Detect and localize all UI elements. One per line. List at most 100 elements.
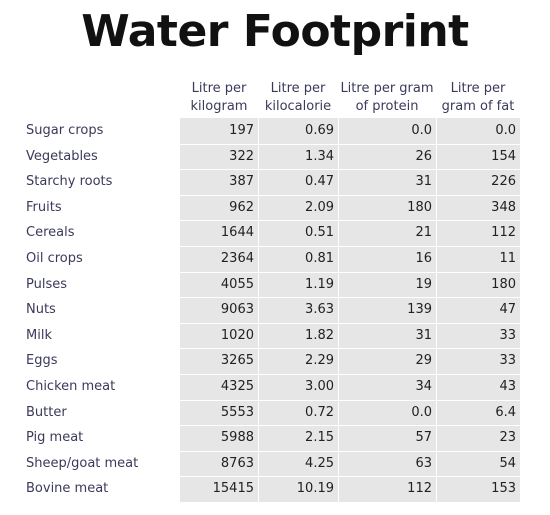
table-cell: 0.69 [305, 123, 334, 138]
table-cell: 16 [415, 251, 432, 266]
row-label: Butter [26, 404, 67, 420]
row-label: Starchy roots [26, 174, 113, 190]
column-header-line: Litre per [191, 81, 247, 96]
table-cell: 0.47 [305, 174, 334, 190]
table-cell: 153 [491, 481, 516, 497]
row-divider [180, 220, 520, 222]
table-cell: 3.63 [305, 302, 334, 318]
table-cell: 4325 [220, 379, 254, 394]
column-header-line: gram of fat [441, 99, 515, 114]
table-cell: 4055 [220, 276, 254, 292]
row-label: Chicken meat [26, 379, 116, 394]
table-cell: 34 [415, 379, 432, 394]
row-divider [180, 322, 520, 324]
table-cell: 29 [415, 353, 432, 369]
table-cell: 3265 [220, 353, 254, 369]
table-cell: 2.09 [305, 199, 334, 215]
column-divider [436, 118, 437, 502]
table-cell: 23 [499, 430, 516, 446]
table-cell: 1.34 [305, 148, 334, 164]
row-label: Eggs [26, 353, 58, 369]
table-cell: 348 [491, 199, 516, 215]
column-header-line: kilogram [190, 99, 248, 114]
table-cell: 180 [491, 276, 516, 292]
row-divider [180, 399, 520, 401]
table-cell: 1644 [220, 225, 254, 241]
column-header-line: of protein [355, 99, 419, 114]
table-cell: 1020 [220, 327, 254, 343]
row-divider [180, 476, 520, 478]
row-divider [180, 425, 520, 427]
column-header: Litre per kilocalorie [258, 80, 338, 116]
row-divider [180, 169, 520, 171]
row-label: Milk [26, 327, 52, 343]
table-cell: 33 [499, 353, 516, 369]
row-label: Bovine meat [26, 481, 109, 497]
row-label: Fruits [26, 199, 62, 215]
column-header-line: Litre per gram [340, 81, 434, 96]
row-divider [180, 450, 520, 452]
table-cell: 57 [415, 430, 432, 446]
column-header-line: Litre per [450, 81, 506, 96]
row-label: Nuts [26, 302, 56, 318]
row-label: Pulses [26, 276, 68, 292]
table-background [180, 118, 520, 502]
table-cell: 19 [415, 276, 432, 292]
table-cell: 5553 [220, 404, 254, 420]
table-cell: 3.00 [305, 379, 334, 394]
row-divider [180, 271, 520, 273]
table-cell: 112 [407, 481, 432, 497]
table-cell: 10.19 [296, 481, 334, 497]
table-cell: 1.19 [305, 276, 334, 292]
column-divider [338, 118, 339, 502]
row-label: Sheep/goat meat [26, 455, 139, 471]
table-cell: 0.51 [305, 225, 334, 241]
table-cell: 1.82 [305, 327, 334, 343]
table-cell: 31 [415, 327, 432, 343]
row-divider [180, 374, 520, 375]
row-label: Pig meat [26, 430, 84, 446]
table-cell: 0.0 [495, 123, 516, 138]
row-divider [180, 143, 520, 145]
table-cell: 26 [415, 148, 432, 164]
row-label: Sugar crops [26, 123, 104, 138]
row-label: Oil crops [26, 251, 83, 266]
table-cell: 31 [415, 174, 432, 190]
table-cell: 5988 [220, 430, 254, 446]
table-cell: 15415 [212, 481, 254, 497]
table-cell: 63 [415, 455, 432, 471]
column-header: Litre per kilogram [180, 80, 258, 116]
table-cell: 33 [499, 327, 516, 343]
table-cell: 197 [229, 123, 254, 138]
page-title: Water Footprint [81, 6, 469, 57]
table-cell: 8763 [220, 455, 254, 471]
table-cell: 2.15 [305, 430, 334, 446]
table-cell: 139 [407, 302, 432, 318]
table-cell: 962 [229, 199, 254, 215]
column-header-line: Litre per [270, 81, 326, 96]
table-cell: 11 [499, 251, 516, 266]
column-header-line: kilocalorie [264, 99, 332, 114]
row-divider [180, 297, 520, 299]
table-cell: 54 [499, 455, 516, 471]
table-cell: 112 [491, 225, 516, 241]
row-label: Cereals [26, 225, 75, 241]
table-cell: 322 [229, 148, 254, 164]
table-cell: 2364 [220, 251, 254, 266]
table-cell: 0.81 [305, 251, 334, 266]
row-divider [180, 194, 520, 196]
table-cell: 180 [407, 199, 432, 215]
table-cell: 43 [499, 379, 516, 394]
table-cell: 0.0 [411, 404, 432, 420]
table-cell: 154 [491, 148, 516, 164]
row-divider [180, 348, 520, 350]
table-cell: 0.0 [411, 123, 432, 138]
column-header: Litre per gram of protein [338, 80, 436, 116]
table-cell: 387 [229, 174, 254, 190]
column-header: Litre per gram of fat [436, 80, 520, 116]
table-cell: 2.29 [305, 353, 334, 369]
table-cell: 0.72 [305, 404, 334, 420]
table-cell: 4.25 [305, 455, 334, 471]
table-cell: 9063 [220, 302, 254, 318]
row-label: Vegetables [26, 148, 98, 164]
